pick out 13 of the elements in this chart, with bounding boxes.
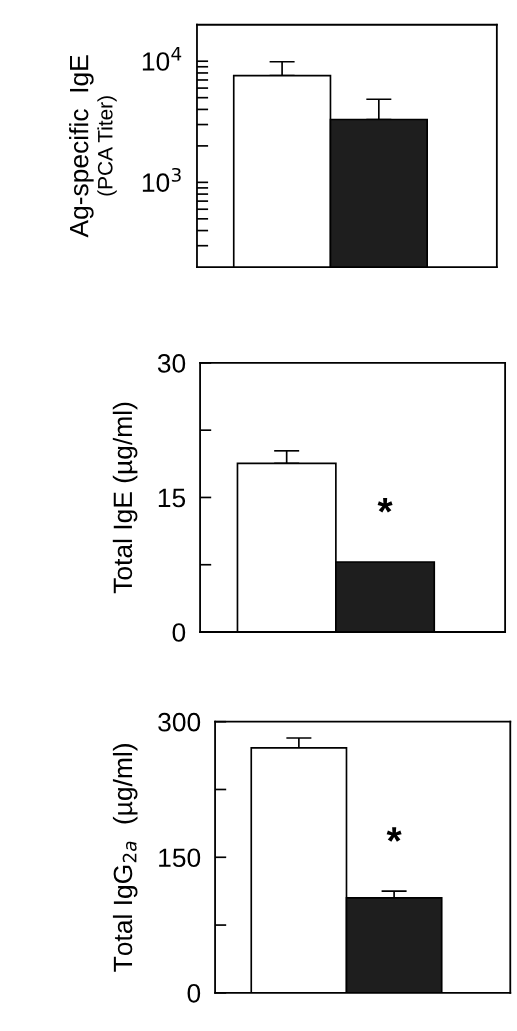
y-tick-label: 0	[187, 983, 201, 1003]
y-tick-label: 10$^{4}$	[142, 47, 182, 71]
y-axis-title: Ag-specific IgE (PCA Titer)	[69, 55, 117, 238]
y-axis-title: Total IgG$_{2a}$ (µg/ml)	[112, 744, 138, 972]
y-axis-title: Total IgE (µg/ml)	[112, 402, 138, 594]
annotation: *	[377, 498, 393, 513]
y-tick-label: 30	[157, 354, 186, 373]
y-tick-label: 150	[159, 848, 201, 868]
y-tick-label: 10$^{3}$	[142, 167, 181, 192]
y-tick-label: 300	[158, 712, 201, 732]
annotation: *	[386, 827, 402, 842]
y-tick-label: 15	[158, 488, 186, 508]
y-tick-label: 0	[172, 623, 186, 642]
